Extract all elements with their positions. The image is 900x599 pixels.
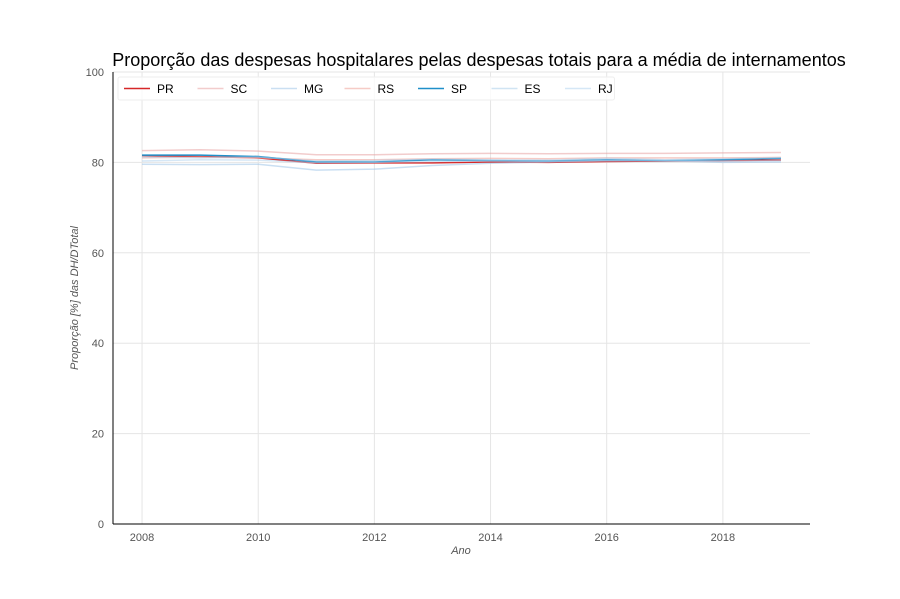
tick-labels: 2008 2010 2012 2014 2016 2018 0 20 40 60 80 100 bbox=[86, 67, 735, 544]
series-line-sc bbox=[142, 148, 781, 156]
legend-label-mg: MG bbox=[304, 82, 323, 96]
series-line-rj bbox=[142, 158, 781, 164]
legend-label-pr: PR bbox=[157, 82, 174, 96]
x-tick-label: 2014 bbox=[478, 532, 502, 544]
x-axis-label: Ano bbox=[450, 545, 471, 557]
y-tick-label: 80 bbox=[92, 157, 104, 169]
y-tick-label: 0 bbox=[98, 519, 104, 531]
x-tick-label: 2010 bbox=[246, 532, 270, 544]
y-axis-label: Proporção [%] das DH/DTotal bbox=[69, 226, 81, 370]
chart-title: Proporção das despesas hospitalares pela… bbox=[112, 50, 845, 70]
legend-label-rs: RS bbox=[378, 82, 395, 96]
legend-label-es: ES bbox=[525, 82, 541, 96]
series-layer bbox=[142, 148, 781, 171]
grid-lines bbox=[113, 71, 810, 525]
legend: PR SC MG RS SP ES RJ bbox=[117, 76, 615, 101]
legend-label-sp: SP bbox=[451, 82, 467, 96]
legend-label-sc: SC bbox=[231, 82, 248, 96]
x-tick-label: 2016 bbox=[594, 532, 618, 544]
y-tick-label: 100 bbox=[86, 67, 104, 79]
y-tick-label: 40 bbox=[92, 338, 104, 350]
y-tick-label: 20 bbox=[92, 429, 104, 441]
x-tick-label: 2008 bbox=[130, 532, 154, 544]
x-tick-label: 2012 bbox=[362, 532, 386, 544]
series-line-es bbox=[142, 156, 781, 162]
legend-label-rj: RJ bbox=[598, 82, 613, 96]
axes bbox=[112, 72, 810, 525]
y-tick-label: 60 bbox=[92, 248, 104, 260]
x-tick-label: 2018 bbox=[711, 532, 735, 544]
